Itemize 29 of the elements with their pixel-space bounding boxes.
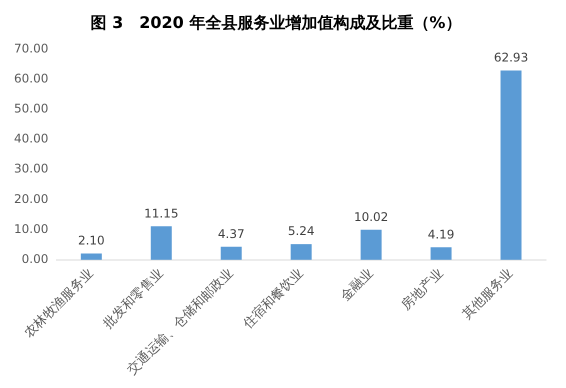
bar — [500, 70, 522, 260]
x-tick-label: 其他服务业 — [460, 266, 516, 323]
bar — [290, 244, 312, 260]
y-tick-label: 50.00 — [14, 102, 48, 116]
x-tick-label: 批发和零售业 — [100, 266, 166, 332]
data-label: 5.24 — [288, 224, 315, 238]
data-label: 10.02 — [354, 210, 388, 224]
bar — [220, 246, 242, 260]
bar — [80, 254, 102, 260]
y-tick-label: 30.00 — [14, 162, 48, 176]
y-tick-label: 10.00 — [14, 222, 48, 236]
y-tick-label: 70.00 — [14, 41, 48, 56]
x-tick-label: 住宿和餐饮业 — [239, 265, 306, 332]
x-tick-label: 房地产业 — [398, 265, 446, 314]
chart-title: 图 3 2020 年全县服务业增加值构成及比重（%） — [90, 12, 462, 32]
bar — [430, 247, 452, 260]
data-label: 4.19 — [428, 227, 454, 242]
data-label: 11.15 — [144, 206, 178, 220]
bar — [360, 230, 382, 260]
y-tick-label: 0.00 — [22, 252, 48, 266]
bar — [150, 226, 172, 260]
y-tick-label: 20.00 — [14, 192, 48, 206]
data-label: 62.93 — [494, 50, 528, 65]
y-tick-label: 60.00 — [14, 71, 48, 86]
x-tick-label: 农林牧渔服务业 — [22, 266, 97, 341]
data-label: 2.10 — [78, 234, 105, 248]
data-label: 4.37 — [218, 226, 245, 241]
x-tick-label: 金融业 — [338, 266, 376, 304]
y-tick-label: 40.00 — [14, 132, 48, 146]
